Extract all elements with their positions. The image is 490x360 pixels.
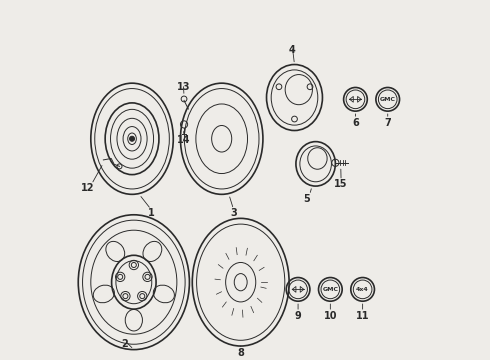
Text: 7: 7 xyxy=(384,118,391,127)
Text: 4: 4 xyxy=(289,45,295,55)
Text: 9: 9 xyxy=(294,311,301,320)
Text: GMC: GMC xyxy=(322,287,339,292)
Text: 11: 11 xyxy=(356,311,369,320)
Text: 10: 10 xyxy=(323,311,337,320)
Text: 3: 3 xyxy=(230,208,237,218)
Text: 12: 12 xyxy=(81,183,95,193)
Text: 6: 6 xyxy=(352,118,359,127)
Text: 4x4: 4x4 xyxy=(356,287,369,292)
Circle shape xyxy=(129,136,135,141)
Text: 1: 1 xyxy=(147,208,154,218)
Text: 13: 13 xyxy=(176,82,190,93)
Text: GMC: GMC xyxy=(380,97,396,102)
Text: 2: 2 xyxy=(122,339,128,349)
Text: 14: 14 xyxy=(176,135,190,145)
Text: 5: 5 xyxy=(303,194,310,204)
Text: 8: 8 xyxy=(237,348,244,358)
Text: 15: 15 xyxy=(334,179,348,189)
